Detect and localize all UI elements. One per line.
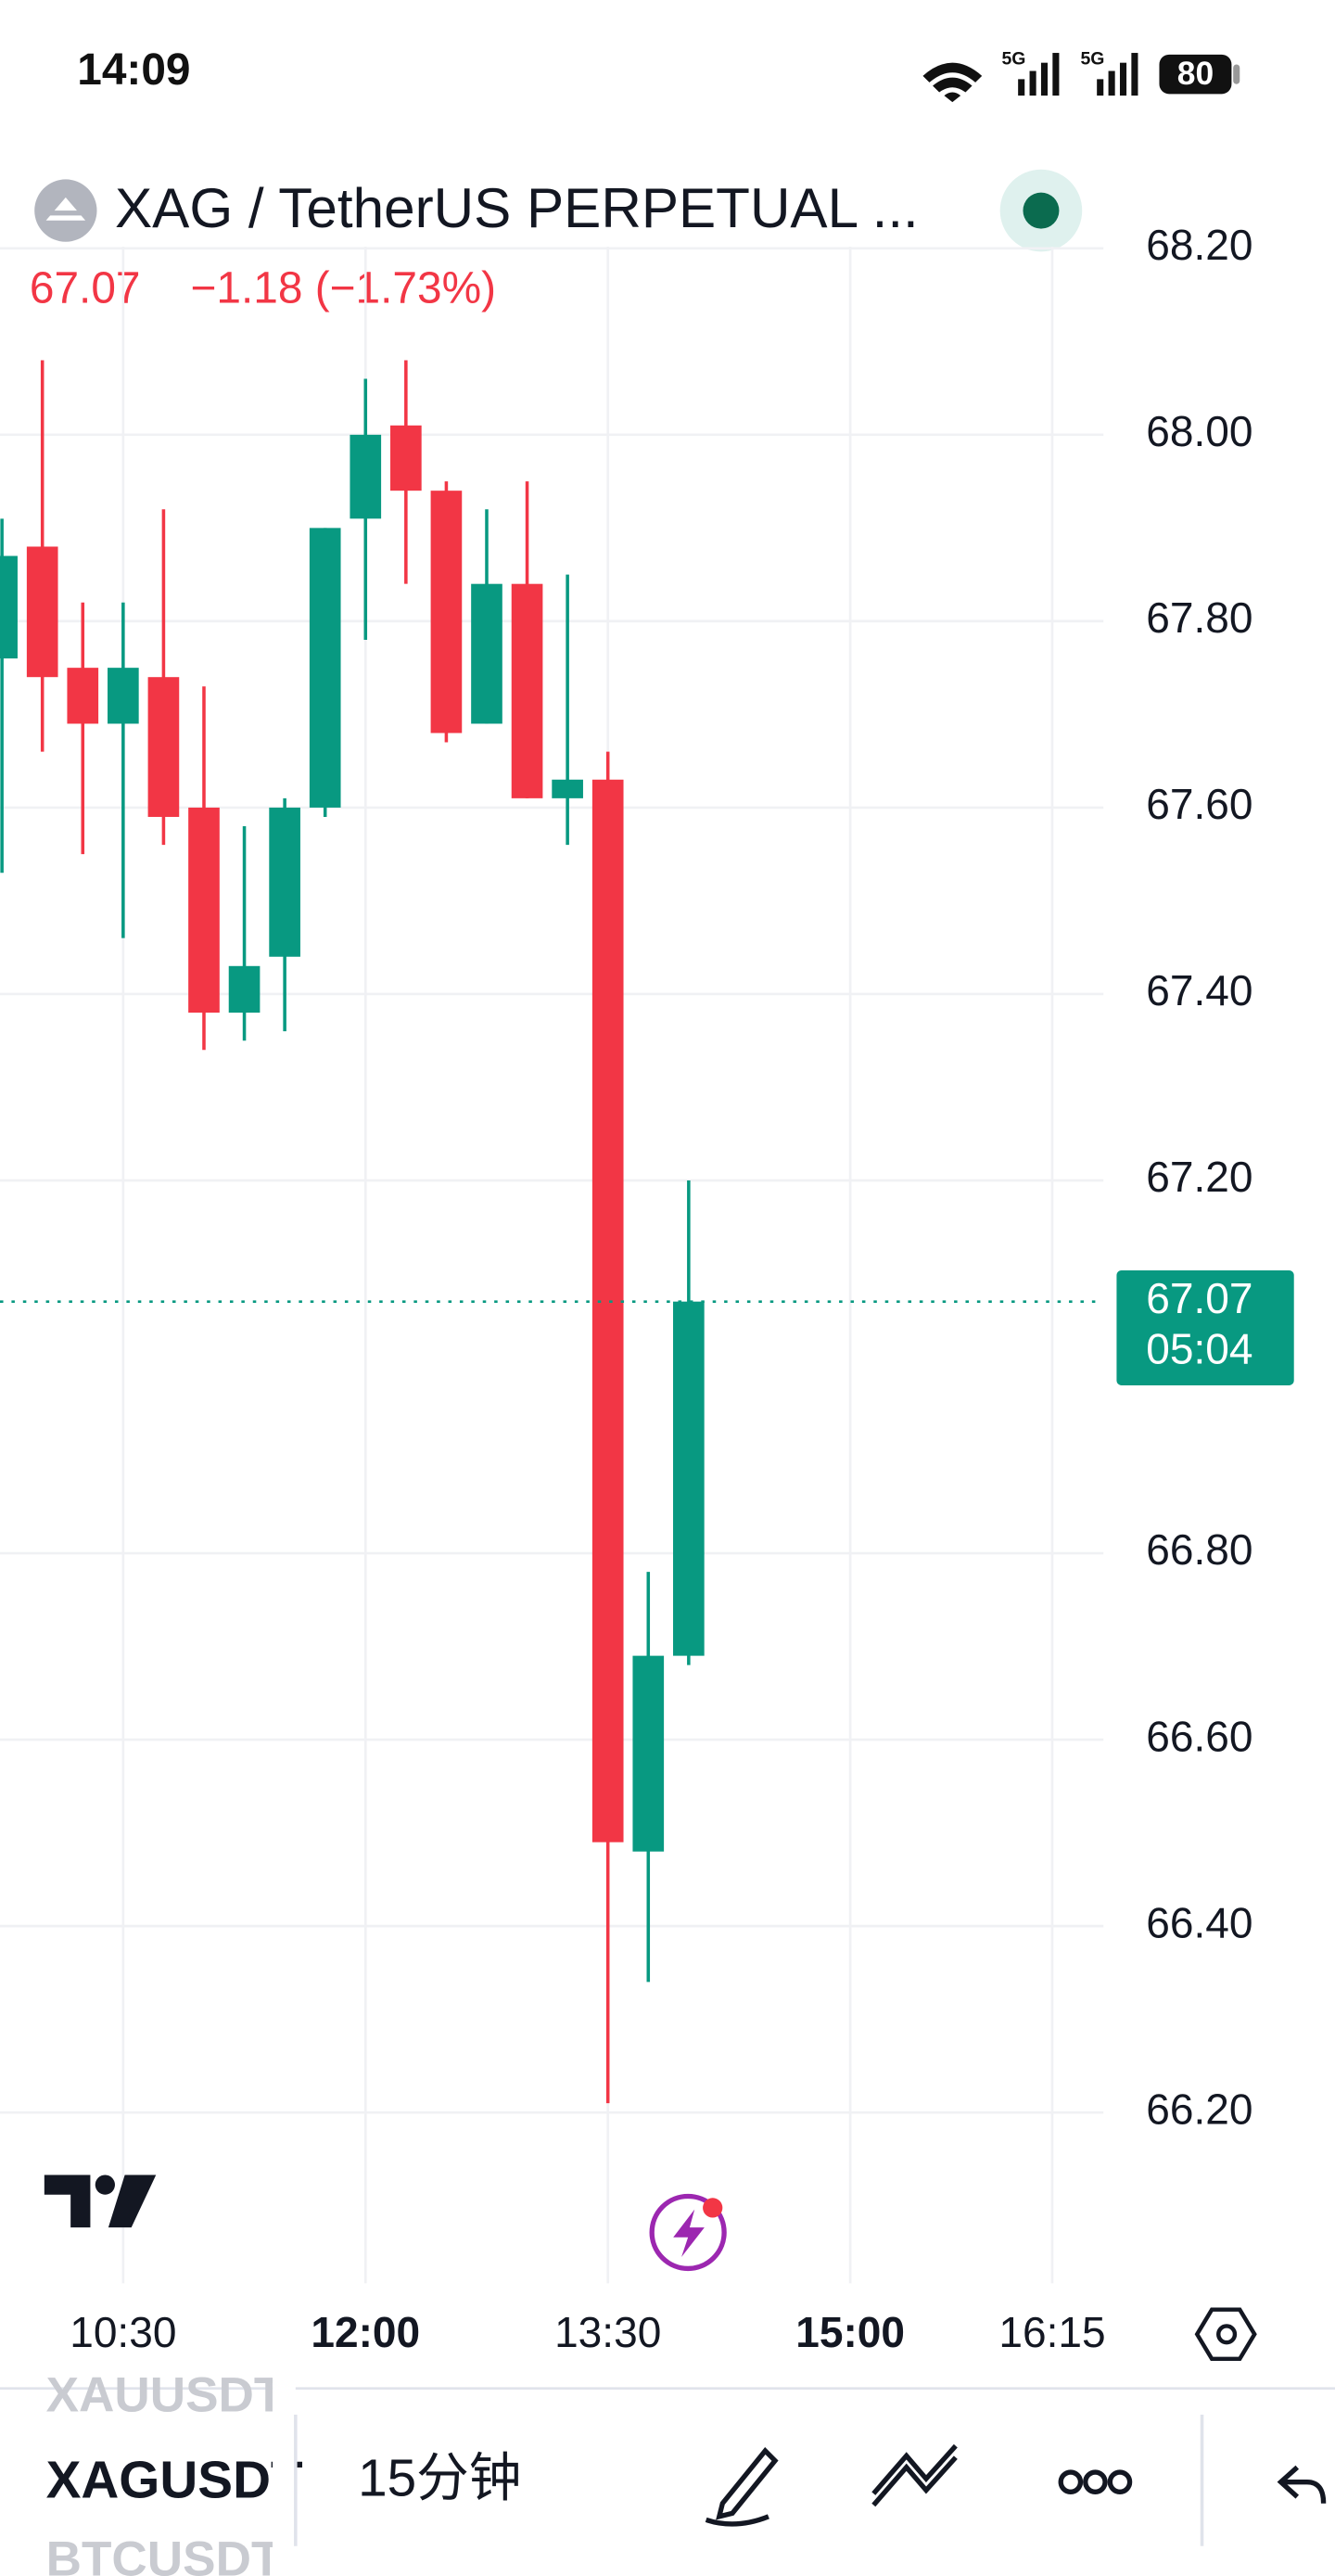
candle-body <box>228 965 261 1014</box>
y-tick-label: 67.20 <box>1146 1153 1252 1201</box>
candle-body <box>269 807 300 957</box>
x-tick-label: 13:30 <box>554 2308 661 2356</box>
candle-body <box>67 668 99 724</box>
y-tick-label: 67.80 <box>1146 593 1252 642</box>
candle-body <box>309 528 341 808</box>
y-tick-label: 68.20 <box>1146 221 1252 269</box>
candle-body <box>350 434 382 519</box>
market-status[interactable] <box>999 169 1083 252</box>
battery-level: 80 <box>1177 55 1214 92</box>
fade <box>273 2372 296 2576</box>
x-tick-label: 15:00 <box>795 2308 905 2356</box>
header-change: −1.18 (−1.73%) <box>190 263 496 312</box>
candle-body <box>673 1301 705 1656</box>
candle-body <box>147 677 180 817</box>
candle-body <box>0 555 18 659</box>
symbol-option[interactable]: BTCUSDT <box>46 2531 282 2576</box>
symbol-logo[interactable] <box>34 179 97 242</box>
draw-tool[interactable] <box>705 2447 779 2527</box>
y-tick-label: 68.00 <box>1146 407 1252 455</box>
last-price-badge <box>1116 1270 1294 1385</box>
x-tick-label: 16:15 <box>998 2308 1105 2356</box>
candle-body <box>591 779 624 1843</box>
interval[interactable]: 15分钟 <box>358 2450 521 2508</box>
y-tick-label: 66.60 <box>1146 1712 1252 1760</box>
last-price-label: 67.07 <box>1146 1274 1252 1322</box>
status-time: 14:09 <box>77 45 190 95</box>
candle-body <box>430 491 463 733</box>
indicator-tool[interactable] <box>871 2443 958 2507</box>
plot-area: 66.20 66.40 66.60 66.80 67.20 67.40 67.60 67.80… <box>0 221 1294 2356</box>
settings-button[interactable] <box>1194 2307 1257 2362</box>
y-tick-label: 67.40 <box>1146 966 1252 1014</box>
y-tick-label: 67.60 <box>1146 780 1252 828</box>
y-tick-label: 66.20 <box>1146 2085 1252 2133</box>
svg-text:5G: 5G <box>1080 48 1104 69</box>
status-icons: 5G 5G <box>922 48 1240 103</box>
symbol-title[interactable]: XAG / TetherUS PERPETUAL ... <box>115 176 919 239</box>
undo-button[interactable] <box>1277 2465 1327 2504</box>
candle-body <box>188 807 220 1014</box>
quick-action[interactable] <box>649 2193 727 2272</box>
countdown: 05:04 <box>1146 1325 1252 1373</box>
candle-body <box>632 1655 665 1852</box>
candle-body <box>552 779 583 798</box>
x-tick-label: 10:30 <box>70 2308 176 2356</box>
symbol-option[interactable]: XAUUSDT <box>46 2367 285 2422</box>
candle-body <box>26 546 58 678</box>
more-button[interactable] <box>1058 2469 1133 2494</box>
candle-body <box>108 668 139 724</box>
tv-logo[interactable] <box>44 2174 157 2228</box>
candle-body <box>471 583 502 724</box>
x-tick-label: 12:00 <box>311 2308 420 2356</box>
symbol-selected[interactable]: XAGUSDT <box>46 2451 303 2509</box>
y-tick-label: 66.40 <box>1146 1898 1252 1946</box>
svg-text:5G: 5G <box>1001 48 1025 69</box>
candle-body <box>511 583 543 798</box>
candle-body <box>390 425 422 491</box>
y-tick-label: 66.80 <box>1146 1525 1252 1574</box>
